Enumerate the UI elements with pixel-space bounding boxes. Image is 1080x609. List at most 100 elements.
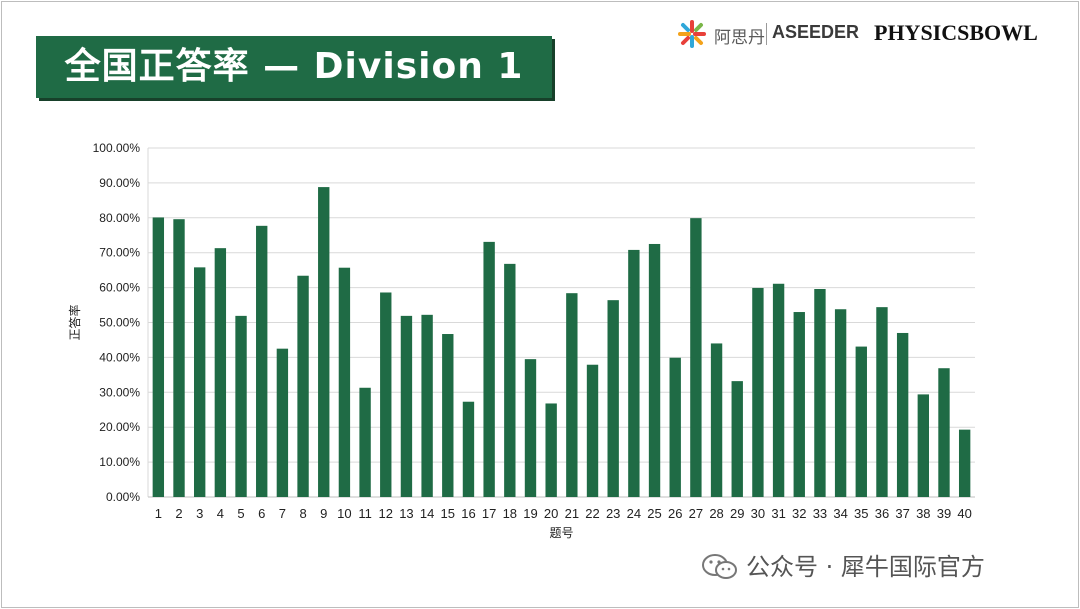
bar-q34 (834, 309, 847, 497)
x-tick-label: 8 (299, 506, 306, 521)
x-tick-label: 21 (565, 506, 579, 521)
x-tick-label: 36 (875, 506, 889, 521)
bar-q26 (669, 357, 681, 497)
x-tick-label: 23 (606, 506, 620, 521)
x-tick-label: 16 (461, 506, 475, 521)
bar-q13 (400, 315, 413, 497)
y-axis-label: 正答率 (67, 304, 82, 340)
logo-divider (766, 23, 767, 45)
y-tick-label: 0.00% (106, 490, 140, 504)
bar-q23 (607, 300, 619, 497)
x-tick-label: 2 (175, 506, 182, 521)
x-tick-label: 13 (399, 506, 413, 521)
bar-q9 (318, 187, 330, 497)
y-tick-label: 30.00% (99, 385, 140, 399)
bar-q33 (814, 288, 826, 497)
x-tick-label: 12 (379, 506, 393, 521)
bar-q30 (752, 287, 764, 497)
watermark: 公众号 · 犀牛国际官方 (700, 552, 1060, 582)
x-tick-label: 19 (523, 506, 537, 521)
x-tick-label: 29 (730, 506, 744, 521)
x-tick-label: 1 (155, 506, 162, 521)
slide-title: 全国正答率 — Division 1 (64, 46, 524, 87)
bar-q32 (793, 312, 805, 497)
y-tick-label: 40.00% (99, 350, 140, 364)
x-tick-label: 3 (196, 506, 203, 521)
bar-q7 (276, 348, 289, 497)
logo-strip: 阿思丹 ASEEDER PHYSICSBOWL (676, 16, 1066, 52)
x-tick-label: 18 (503, 506, 517, 521)
bar-q29 (731, 381, 743, 497)
bar-q2 (173, 219, 185, 498)
bar-q11 (359, 387, 371, 497)
bar-q25 (648, 243, 661, 497)
bar-q4 (214, 248, 227, 497)
x-tick-label: 14 (420, 506, 434, 521)
y-tick-label: 10.00% (99, 455, 140, 469)
y-tick-label: 50.00% (99, 316, 140, 330)
bar-q24 (628, 249, 640, 497)
title-banner: 全国正答率 — Division 1 (36, 36, 552, 98)
y-tick-label: 70.00% (99, 246, 140, 260)
bar-q10 (338, 267, 351, 497)
x-tick-label: 31 (771, 506, 785, 521)
bar-q22 (586, 364, 599, 497)
x-tick-label: 32 (792, 506, 806, 521)
asdan-logo-icon (678, 20, 706, 48)
asdan-cn-name: 阿思丹 (714, 28, 765, 48)
x-tick-label: 15 (441, 506, 455, 521)
x-tick-label: 4 (217, 506, 224, 521)
watermark-text: 公众号 · 犀牛国际官方 (746, 553, 985, 581)
x-tick-label: 39 (937, 506, 951, 521)
y-tick-label: 100.00% (93, 141, 141, 155)
bar-q40 (958, 429, 971, 497)
bar-q6 (256, 225, 268, 497)
y-tick-label: 80.00% (99, 211, 140, 225)
x-tick-label: 34 (833, 506, 847, 521)
x-tick-label: 25 (647, 506, 661, 521)
x-tick-label: 35 (854, 506, 868, 521)
bar-q35 (855, 346, 867, 497)
x-tick-label: 33 (813, 506, 827, 521)
bar-q36 (876, 307, 888, 497)
bar-q20 (545, 403, 557, 497)
bar-q21 (566, 293, 578, 497)
bar-q39 (938, 368, 950, 497)
x-tick-label: 11 (358, 506, 372, 521)
x-tick-label: 26 (668, 506, 682, 521)
x-tick-label: 7 (279, 506, 286, 521)
bar-q16 (462, 401, 475, 497)
wechat-icon (702, 554, 737, 579)
x-tick-label: 10 (337, 506, 351, 521)
x-tick-label: 6 (258, 506, 265, 521)
bar-q12 (380, 292, 392, 497)
x-axis-label: 题号 (549, 526, 573, 540)
bar-q8 (297, 275, 309, 497)
x-tick-label: 37 (895, 506, 909, 521)
bar-q18 (504, 263, 516, 497)
x-tick-label: 24 (627, 506, 641, 521)
aseeder-logo: ASEEDER (772, 22, 860, 42)
x-tick-label: 40 (957, 506, 971, 521)
bar-q28 (710, 343, 723, 497)
bar-q15 (442, 334, 454, 497)
y-tick-label: 60.00% (99, 281, 140, 295)
bar-q17 (483, 241, 495, 497)
bar-q31 (772, 283, 785, 497)
bar-q5 (235, 315, 247, 497)
bar-q1 (152, 217, 165, 498)
y-tick-label: 20.00% (99, 420, 140, 434)
bar-q19 (524, 359, 537, 497)
x-tick-label: 22 (585, 506, 599, 521)
physicsbowl-logo: PHYSICSBOWL (874, 20, 1038, 45)
y-tick-label: 90.00% (99, 176, 140, 190)
x-tick-label: 20 (544, 506, 558, 521)
bar-q3 (194, 267, 206, 497)
x-tick-label: 30 (751, 506, 765, 521)
x-tick-label: 28 (709, 506, 723, 521)
x-tick-label: 27 (689, 506, 703, 521)
x-tick-label: 5 (237, 506, 244, 521)
x-tick-label: 38 (916, 506, 930, 521)
bar-q37 (896, 332, 909, 497)
